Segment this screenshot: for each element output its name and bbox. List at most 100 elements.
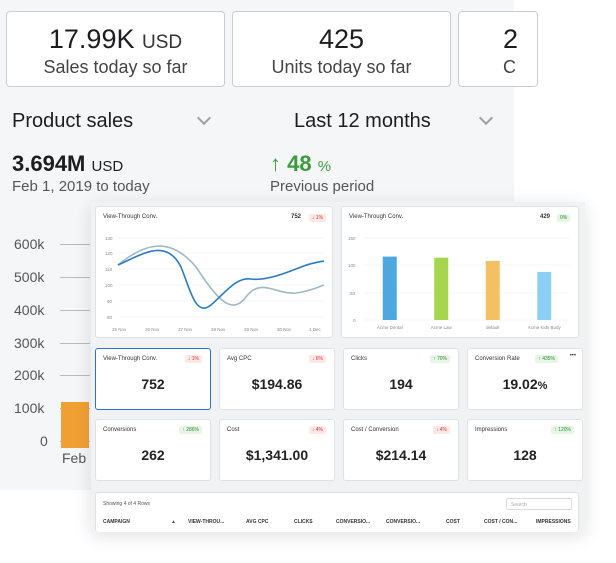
data-table: Showing 4 of 4 Rows Search CAMPAIGN ▲ VI…	[95, 492, 579, 532]
x-tick: 26 Nov	[145, 327, 160, 332]
tile-value: 128	[513, 447, 537, 463]
series-line-primary	[117, 249, 325, 309]
tile-title: Conversion Rate	[475, 356, 520, 362]
tile-value: 19.02%	[502, 376, 548, 392]
trend-badge: ↓ 4%	[308, 426, 326, 434]
gridline	[60, 244, 90, 245]
kpi-label: Sales today so far	[43, 57, 188, 77]
x-tick: 28 Nov	[211, 327, 226, 332]
metric-tile[interactable]: Conversion Rate ↑ 435% ••• 19.02%	[467, 348, 583, 410]
col-header[interactable]: AVG CPC	[246, 519, 269, 525]
kpi-sales-today: 17.99K USD Sales today so far	[6, 11, 225, 87]
x-tick: 1 Dec	[309, 327, 322, 332]
tile-value: 262	[141, 447, 165, 463]
x-tick: 25 Nov	[112, 327, 127, 332]
y-tick: 120	[105, 251, 113, 256]
bar-chart-card[interactable]: View-Through Conv. 429 0% 150 100 50 0 A…	[341, 206, 579, 338]
tile-title: Clicks	[351, 356, 367, 362]
bar	[434, 257, 449, 320]
arrow-up-icon: ↑	[270, 151, 281, 176]
col-header[interactable]: COST	[446, 519, 460, 525]
sort-asc-icon[interactable]: ▲	[171, 519, 176, 525]
x-tick: Feb	[62, 450, 87, 466]
col-header-campaign[interactable]: CAMPAIGN	[103, 519, 130, 525]
col-header[interactable]: CONVERSIO...	[386, 519, 421, 525]
growth-value: ↑ 48 %	[270, 151, 332, 176]
gridline	[60, 375, 90, 376]
trend-badge: ↑ 435%	[535, 355, 558, 363]
kpi-partial: 2 C	[458, 11, 538, 87]
y-tick: 0	[353, 318, 356, 323]
bar	[485, 260, 500, 320]
col-header[interactable]: CONVERSIO...	[336, 519, 371, 525]
tile-title: Cost / Conversion	[351, 427, 399, 433]
card-title: View-Through Conv.	[349, 214, 404, 220]
line-chart: 130 120 110 100 90 80 25 Nov 26 Nov 27 N…	[105, 236, 325, 332]
kpi-label: Units today so far	[271, 57, 412, 77]
tile-value: $214.14	[375, 447, 427, 463]
metric-tile[interactable]: Conversions ↑ 286% 262	[95, 419, 211, 481]
growth-label: Previous period	[270, 178, 375, 195]
line-chart-card[interactable]: View-Through Conv. 752 ↓ 1% 130 120 110 …	[95, 206, 333, 338]
x-tick: Acme Law	[431, 325, 453, 330]
x-tick: 30 Nov	[277, 327, 292, 332]
trend-badge: ↑ 120%	[551, 426, 574, 434]
col-header[interactable]: CLICKS	[294, 519, 313, 525]
y-tick: 80	[107, 315, 113, 320]
tile-value: 752	[141, 376, 165, 392]
gridline	[60, 310, 90, 311]
col-header[interactable]: VIEW-THROU...	[188, 519, 225, 525]
metric-tile[interactable]: Avg CPC ↓ 6% $194.86	[219, 348, 335, 410]
tile-title: Impressions	[475, 427, 508, 433]
metric-tile[interactable]: Clicks ↑ 70% 194	[343, 348, 459, 410]
metric-tile[interactable]: Cost ↓ 4% $1,341.00	[219, 419, 335, 481]
bar-feb	[61, 402, 89, 448]
col-header[interactable]: COST / CON...	[484, 519, 518, 525]
trend-badge: ↓ 1%	[184, 355, 202, 363]
product-sales-dropdown[interactable]: Product sales	[12, 110, 134, 132]
col-header[interactable]: IMPRESSIONS	[536, 519, 571, 525]
y-tick: 0	[40, 433, 48, 449]
trend-badge: ↓ 4%	[432, 426, 450, 434]
y-tick: 50	[350, 291, 356, 296]
chevron-down-icon[interactable]	[196, 110, 212, 126]
trend-badge: ↑ 70%	[430, 355, 450, 363]
x-tick: 27 Nov	[178, 327, 193, 332]
y-tick: 100k	[14, 400, 45, 416]
y-tick: 150	[348, 236, 356, 241]
metric-tile[interactable]: View-Through Conv. ↓ 1% 752	[95, 348, 211, 410]
trend-badge: ↓ 1%	[309, 214, 327, 222]
bar-chart: 150 100 50 0 Acme Dental Acme Law default A…	[348, 236, 570, 330]
more-options-icon[interactable]: •••	[569, 353, 576, 359]
tile-title: Avg CPC	[227, 356, 252, 362]
gridline	[60, 277, 90, 278]
series-line-secondary	[117, 245, 325, 306]
tile-title: View-Through Conv.	[103, 356, 158, 362]
metric-tile[interactable]: Impressions ↑ 120% 128	[467, 419, 583, 481]
sales-date-range: Feb 1, 2019 to today	[12, 178, 150, 195]
analytics-panel: View-Through Conv. 752 ↓ 1% 130 120 110 …	[91, 202, 585, 532]
x-tick: Acme Kids Body	[528, 325, 562, 330]
y-tick: 130	[105, 236, 113, 241]
trend-badge: ↑ 286%	[179, 426, 202, 434]
y-tick: 100	[348, 263, 356, 268]
y-tick: 600k	[14, 236, 45, 252]
x-tick: 29 Nov	[244, 327, 259, 332]
search-input[interactable]: Search	[506, 498, 572, 510]
bar	[382, 256, 397, 320]
y-tick: 400k	[14, 302, 45, 318]
kpi-value: 2	[503, 24, 519, 54]
tile-value: 194	[389, 376, 413, 392]
bar	[537, 271, 552, 320]
x-tick: Acme Dental	[377, 325, 403, 330]
y-tick: 100	[105, 283, 113, 288]
kpi-value: 17.99K USD	[48, 24, 183, 54]
period-dropdown[interactable]: Last 12 months	[294, 110, 431, 132]
chevron-down-icon[interactable]	[478, 110, 494, 126]
y-tick: 110	[105, 267, 113, 272]
y-tick: 500k	[14, 269, 45, 285]
y-tick: 90	[107, 299, 113, 304]
trend-badge: ↓ 6%	[308, 355, 326, 363]
metric-tile[interactable]: Cost / Conversion ↓ 4% $214.14	[343, 419, 459, 481]
kpi-value: 425	[318, 24, 365, 54]
